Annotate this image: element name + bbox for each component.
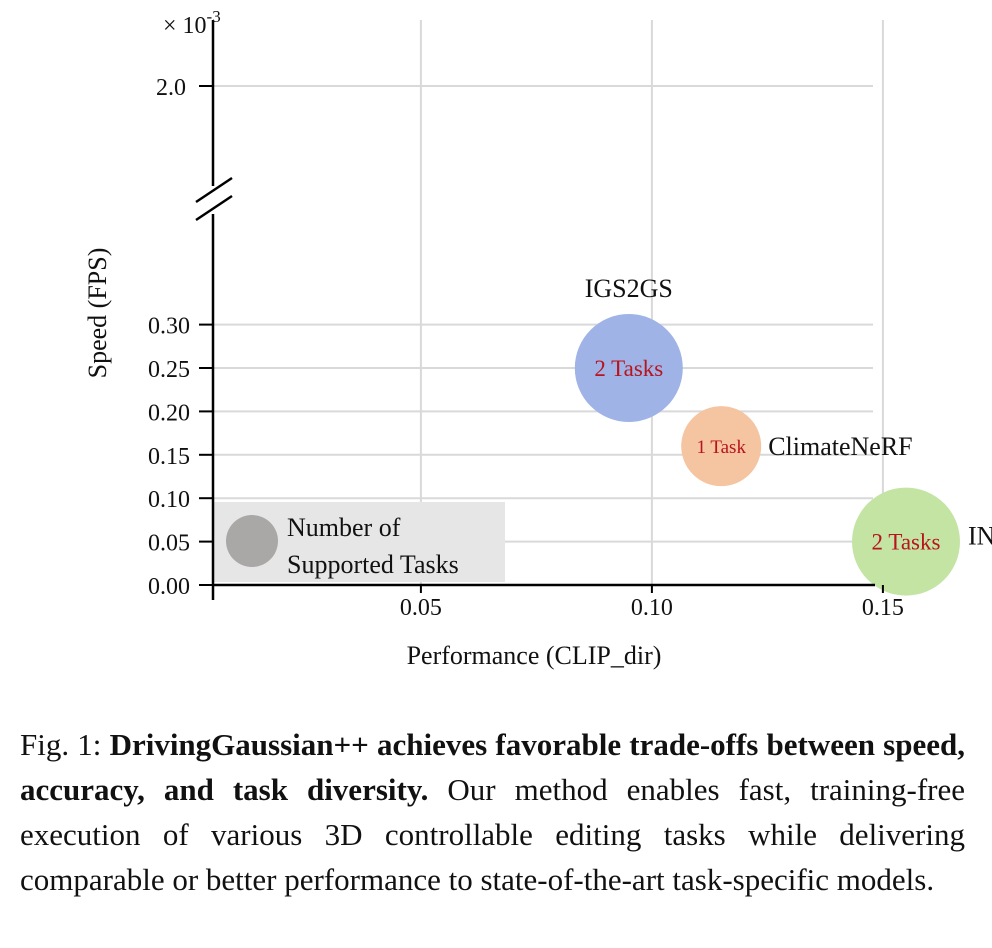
y-tick-label: 0.00 (148, 574, 190, 600)
bubble-chart: Number of Supported Tasks 2 Tasks 1 Task 2… (83, 7, 992, 670)
y-tick-label: 0.25 (148, 357, 190, 383)
legend: Number of Supported Tasks (213, 502, 505, 582)
y-tick-label: 0.05 (148, 531, 190, 557)
bubble-task-count: 2 Tasks (594, 356, 663, 381)
axis-break-mark-1 (195, 176, 233, 204)
legend-text-line2: Supported Tasks (287, 550, 459, 579)
bubble-task-count: 1 Task (696, 437, 746, 458)
legend-text-line1: Number of (287, 513, 401, 542)
axis-break-mark-2 (195, 194, 233, 222)
x-ticks: 0.050.100.150.200.25 (400, 585, 904, 621)
y-multiplier: × 10-3 (163, 7, 221, 39)
x-tick-label: 0.15 (862, 595, 904, 621)
caption-bold: DrivingGaussian++ achieves favorable tra… (20, 727, 965, 807)
y-tick-label: 0.10 (148, 487, 190, 513)
method-label: ClimateNeRF (768, 432, 912, 461)
x-tick-label: 0.10 (631, 595, 673, 621)
y-tick-label: 0.20 (148, 400, 190, 426)
bubble-igs2gs (574, 314, 683, 422)
y-tick-label-upper: 2.0 (156, 75, 186, 101)
y-tick-label: 0.15 (148, 444, 190, 470)
caption-rest: Our method enables fast, training-free e… (20, 772, 965, 897)
caption-prefix: Fig. 1: (20, 727, 110, 762)
legend-bubble (226, 515, 278, 567)
point-labels: IGS2GSClimateNeRFIN2NDrivingGaussian++(O… (585, 274, 992, 551)
figure-caption: Fig. 1: DrivingGaussian++ achieves favor… (20, 722, 965, 902)
bubble-climatenerf (681, 406, 762, 487)
method-label: IN2N (968, 522, 992, 551)
y-multiplier-exponent: -3 (207, 7, 221, 26)
method-label: IGS2GS (585, 274, 673, 303)
y-axis-label: Speed (FPS) (83, 248, 112, 379)
x-axis-label: Performance (CLIP_dir) (407, 641, 662, 670)
bubble-in2n (852, 487, 960, 596)
y-tick-label: 0.30 (148, 314, 190, 340)
y-ticks: 0.00 0.05 0.10 0.15 0.20 0.25 0.30 2.0 (148, 75, 213, 600)
x-tick-label: 0.05 (400, 595, 442, 621)
axes (195, 20, 875, 600)
bubble-task-count: 2 Tasks (872, 530, 941, 555)
